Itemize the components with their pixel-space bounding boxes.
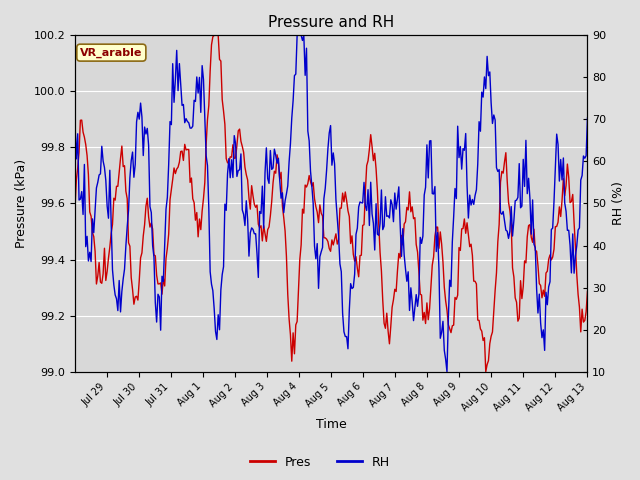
Y-axis label: Pressure (kPa): Pressure (kPa) — [15, 159, 28, 248]
RH — [88, 216, 96, 222]
RH — [336, 261, 344, 267]
X-axis label: Time: Time — [316, 419, 347, 432]
Pres — [482, 369, 490, 374]
Y-axis label: RH (%): RH (%) — [612, 181, 625, 226]
Pres — [438, 241, 445, 247]
RH — [104, 216, 112, 221]
RH — [71, 121, 79, 127]
RH — [584, 115, 591, 121]
RH — [515, 161, 523, 167]
Line: RH: RH — [75, 36, 588, 372]
RH — [443, 369, 451, 374]
Pres — [584, 288, 591, 294]
Pres — [336, 205, 344, 211]
Pres — [88, 229, 96, 235]
Legend: Pres, RH: Pres, RH — [245, 451, 395, 474]
Pres — [71, 204, 79, 210]
Text: VR_arable: VR_arable — [80, 48, 143, 58]
RH — [438, 329, 445, 335]
Pres — [515, 315, 523, 321]
RH — [293, 33, 301, 38]
Pres — [211, 33, 218, 38]
Line: Pres: Pres — [75, 36, 588, 372]
Pres — [582, 309, 590, 314]
Pres — [104, 255, 112, 261]
Title: Pressure and RH: Pressure and RH — [268, 15, 394, 30]
RH — [582, 153, 590, 158]
